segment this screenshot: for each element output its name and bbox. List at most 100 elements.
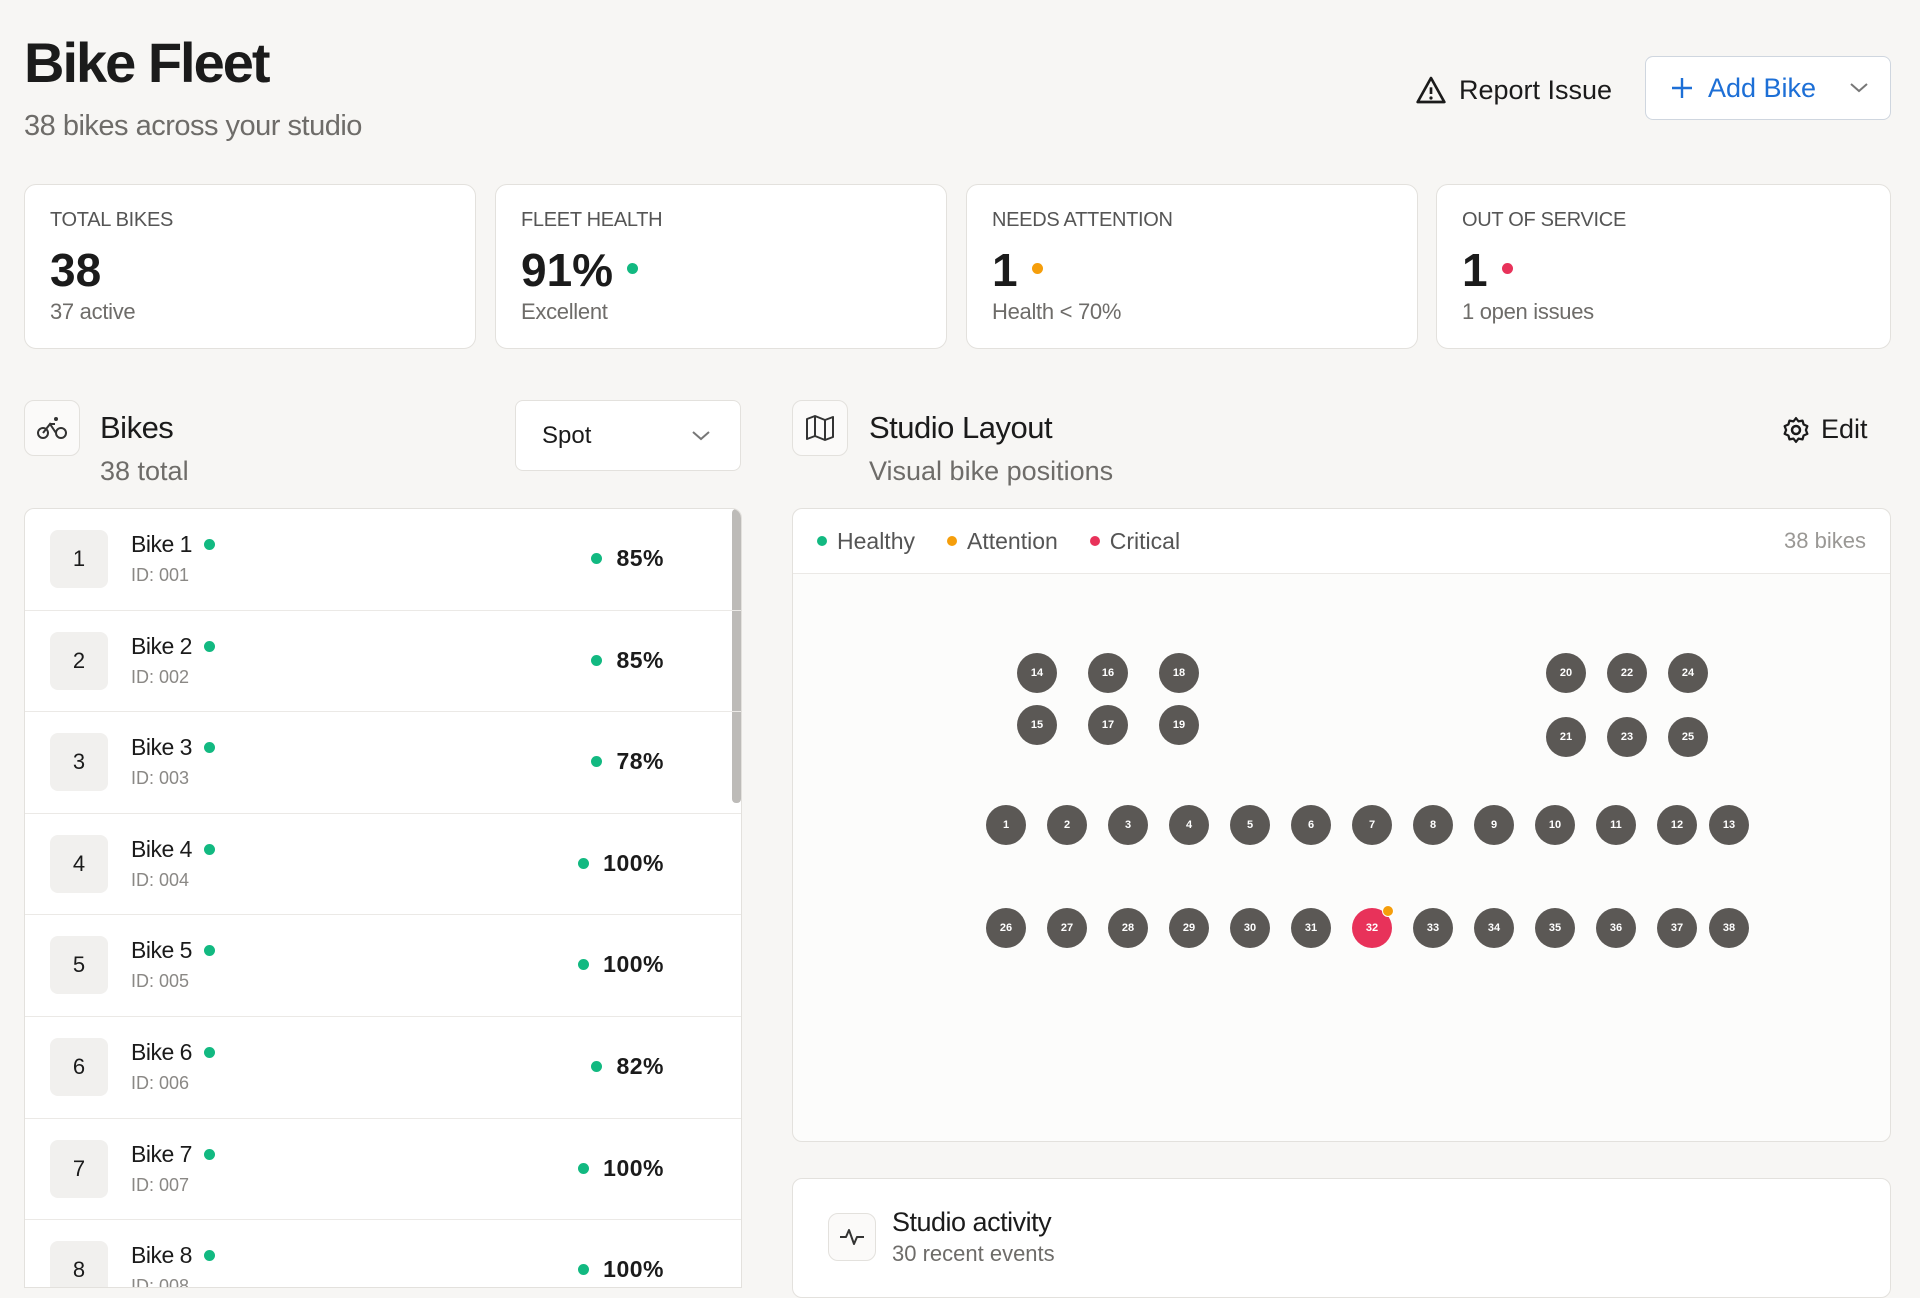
bike-name-row: Bike 1: [131, 531, 215, 558]
status-dot: [1089, 536, 1100, 546]
bike-health: 100%: [578, 850, 664, 877]
seat[interactable]: 34: [1474, 908, 1514, 948]
legend-label: Critical: [1109, 527, 1181, 554]
layout-map: Healthy Attention Critical 38 bikes 14 16 18…: [792, 508, 1891, 1142]
seat[interactable]: 31: [1291, 908, 1331, 948]
seat[interactable]: 25: [1668, 717, 1708, 757]
seat[interactable]: 27: [1047, 908, 1087, 948]
status-dot: [578, 1162, 590, 1174]
health-value: 100%: [603, 849, 664, 876]
seat[interactable]: 21: [1546, 717, 1586, 757]
seat[interactable]: 15: [1017, 705, 1057, 745]
page-subtitle: 38 bikes across your studio: [24, 110, 362, 142]
seat[interactable]: 28: [1108, 908, 1148, 948]
seat[interactable]: 35: [1535, 908, 1575, 948]
bike-id: ID: 006: [131, 1073, 190, 1093]
status-dot: [203, 1148, 215, 1160]
spot-number: 4: [50, 834, 108, 893]
seat[interactable]: 10: [1535, 805, 1575, 845]
bike-row[interactable]: 5 Bike 5 ID: 005 100%: [25, 915, 741, 1017]
seat[interactable]: 23: [1607, 717, 1647, 757]
seat[interactable]: 6: [1291, 805, 1331, 845]
bikes-title: Bikes: [100, 410, 174, 445]
bike-row[interactable]: 6 Bike 6 ID: 006 82%: [25, 1017, 741, 1119]
seat[interactable]: 5: [1230, 805, 1270, 845]
bike-row[interactable]: 7 Bike 7 ID: 007 100%: [25, 1119, 741, 1221]
add-bike-button[interactable]: Add Bike: [1645, 56, 1891, 120]
stat-note: Health < 70%: [992, 299, 1122, 324]
bike-row[interactable]: 1 Bike 1 ID: 001 85%: [25, 509, 741, 611]
bike-name-row: Bike 7: [131, 1141, 215, 1168]
bike-health: 78%: [591, 748, 664, 775]
bike-name-row: Bike 6: [131, 1039, 215, 1066]
seat[interactable]: 8: [1413, 805, 1453, 845]
bike-name: Bike 5: [131, 937, 192, 964]
stat-value-row: 1: [992, 243, 1043, 297]
seat[interactable]: 17: [1088, 705, 1128, 745]
stat-label: TOTAL BIKES: [50, 209, 174, 231]
sort-dropdown[interactable]: Spot: [515, 400, 741, 471]
seat[interactable]: 12: [1657, 805, 1697, 845]
bike-row[interactable]: 4 Bike 4 ID: 004 100%: [25, 814, 741, 916]
bike-id: ID: 008: [131, 1276, 190, 1288]
edit-label: Edit: [1821, 414, 1868, 444]
activity-card: Studio activity 30 recent events: [792, 1178, 1891, 1298]
bike-row[interactable]: 8 Bike 8 ID: 008 100%: [25, 1220, 741, 1288]
seat[interactable]: 38: [1709, 908, 1749, 948]
report-issue-button[interactable]: Report Issue: [1415, 70, 1612, 110]
health-value: 85%: [616, 545, 664, 571]
bike-name: Bike 7: [131, 1140, 192, 1167]
plus-icon: [1672, 78, 1692, 98]
seat[interactable]: 19: [1159, 705, 1199, 745]
spot-number: 5: [50, 936, 108, 995]
seat[interactable]: 2: [1047, 805, 1087, 845]
seat[interactable]: 26: [986, 908, 1026, 948]
seat[interactable]: 9: [1474, 805, 1514, 845]
stat-note: 37 active: [50, 299, 136, 324]
seat[interactable]: 11: [1596, 805, 1636, 845]
seat[interactable]: 18: [1159, 653, 1199, 693]
seat[interactable]: 7: [1352, 805, 1392, 845]
stat-value-row: 91%: [521, 243, 639, 297]
status-dot: [1031, 262, 1043, 274]
bike-health: 85%: [591, 647, 664, 674]
bike-name-row: Bike 3: [131, 734, 215, 761]
status-dot: [203, 539, 215, 550]
bike-list: 1 Bike 1 ID: 001 85% 2 Bike 2 ID: 002 85% 3 Bike …: [24, 508, 742, 1288]
seat[interactable]: 22: [1607, 653, 1647, 693]
seat[interactable]: 24: [1668, 653, 1708, 693]
bike-icon-box: [24, 400, 80, 456]
health-value: 100%: [603, 1256, 664, 1283]
status-dot: [203, 843, 215, 855]
legend-item: Healthy: [817, 528, 915, 555]
seat[interactable]: 33: [1413, 908, 1453, 948]
bike-id: ID: 003: [131, 768, 190, 789]
seat[interactable]: 3: [1108, 805, 1148, 845]
bike-row[interactable]: 3 Bike 3 ID: 003 78%: [25, 712, 741, 814]
seat[interactable]: 16: [1088, 653, 1128, 693]
stat-card: TOTAL BIKES 38 37 active: [24, 184, 476, 349]
status-dot: [203, 640, 215, 652]
seat[interactable]: 37: [1657, 908, 1697, 948]
bike-health: 82%: [591, 1053, 664, 1080]
status-dot: [203, 1047, 215, 1058]
chevron-icon: [692, 430, 710, 440]
bike-icon: [37, 417, 67, 439]
seat[interactable]: 13: [1709, 805, 1749, 845]
seat[interactable]: 1: [986, 805, 1026, 845]
stat-label: NEEDS ATTENTION: [992, 209, 1173, 231]
seat[interactable]: 20: [1546, 653, 1586, 693]
seat[interactable]: 14: [1017, 653, 1057, 693]
alert-badge: [1382, 905, 1394, 917]
seat[interactable]: 36: [1596, 908, 1636, 948]
spot-number: 8: [50, 1241, 108, 1287]
seat[interactable]: 32: [1352, 905, 1394, 948]
seat[interactable]: 29: [1169, 908, 1209, 948]
seat[interactable]: 4: [1169, 805, 1209, 845]
spot-number: 1: [50, 530, 108, 588]
seat[interactable]: 30: [1230, 908, 1270, 948]
gear-icon: [1783, 416, 1809, 443]
bike-health: 100%: [578, 951, 664, 978]
bike-row[interactable]: 2 Bike 2 ID: 002 85%: [25, 611, 741, 713]
edit-button[interactable]: Edit: [1781, 414, 1868, 445]
